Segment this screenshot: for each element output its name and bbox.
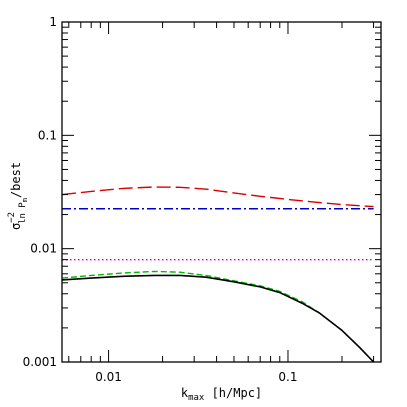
axis-ticks bbox=[62, 21, 381, 363]
data-series-group bbox=[61, 186, 375, 363]
tick-labels: 0.01 0.1 0.001 0.01 0.1 1 bbox=[23, 15, 298, 384]
x-axis-title-main: k bbox=[181, 386, 189, 400]
x-axis-title-sub: max bbox=[188, 393, 205, 403]
series-line-solid bbox=[61, 274, 375, 363]
y-axis-title: σ−2ln Pm/best bbox=[7, 162, 29, 230]
x-axis-title-rest: [h/Mpc] bbox=[204, 386, 262, 400]
y-axis-title-sub: ln P bbox=[18, 202, 28, 224]
y-axis-title-sup: −2 bbox=[7, 212, 17, 223]
y-tick-label: 0.01 bbox=[30, 242, 57, 256]
y-tick-label: 1 bbox=[49, 15, 57, 29]
y-tick-label: 0.1 bbox=[38, 128, 57, 142]
x-axis-title: kmax [h/Mpc] bbox=[181, 386, 262, 403]
series-line-dashed bbox=[61, 270, 375, 363]
x-tick-label: 0.1 bbox=[278, 370, 297, 384]
series-line-long-dash bbox=[61, 186, 374, 208]
y-tick-label: 0.001 bbox=[23, 355, 57, 369]
x-tick-label: 0.01 bbox=[95, 370, 122, 384]
y-axis-title-subsub: m bbox=[21, 198, 29, 202]
plot-frame bbox=[61, 21, 382, 363]
y-axis-title-rest: /best bbox=[9, 162, 23, 198]
y-axis-title-sigma: σ bbox=[9, 223, 23, 230]
